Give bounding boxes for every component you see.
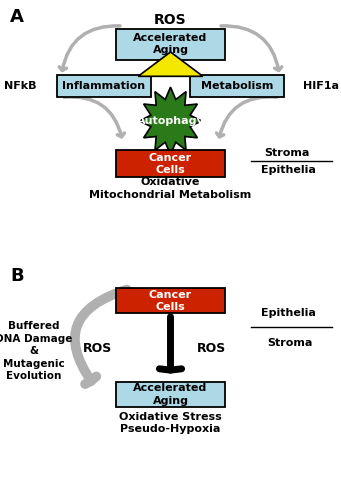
Text: Buffered
DNA Damage
&
Mutagenic
Evolution: Buffered DNA Damage & Mutagenic Evolutio… (0, 322, 73, 381)
Text: Metabolism: Metabolism (201, 81, 273, 91)
Text: A: A (10, 8, 24, 26)
Text: Stroma: Stroma (267, 338, 313, 348)
FancyBboxPatch shape (190, 74, 284, 97)
FancyBboxPatch shape (116, 150, 225, 178)
Text: Accelerated
Aging: Accelerated Aging (133, 33, 208, 56)
FancyBboxPatch shape (116, 28, 225, 60)
Text: ROS: ROS (197, 342, 226, 355)
Polygon shape (139, 87, 202, 154)
Text: Oxidative
Mitochondrial Metabolism: Oxidative Mitochondrial Metabolism (89, 178, 252, 200)
Text: ROS: ROS (154, 13, 187, 27)
Text: ROS: ROS (83, 342, 112, 355)
Text: Cancer
Cells: Cancer Cells (149, 290, 192, 312)
FancyBboxPatch shape (116, 288, 225, 314)
Text: Accelerated
Aging: Accelerated Aging (133, 383, 208, 406)
Text: Cancer
Cells: Cancer Cells (149, 152, 192, 175)
Text: Autophagy: Autophagy (137, 116, 204, 126)
Text: HIF1a: HIF1a (302, 81, 339, 91)
FancyBboxPatch shape (57, 74, 151, 97)
Text: Stroma: Stroma (264, 148, 309, 158)
Text: Epithelia: Epithelia (261, 308, 315, 318)
Text: Epithelia: Epithelia (261, 166, 315, 175)
Text: NFkB: NFkB (4, 81, 37, 91)
Text: Inflammation: Inflammation (62, 81, 146, 91)
Polygon shape (138, 52, 203, 76)
Text: Oxidative Stress
Pseudo-Hypoxia: Oxidative Stress Pseudo-Hypoxia (119, 412, 222, 434)
FancyBboxPatch shape (116, 382, 225, 407)
Text: B: B (10, 267, 24, 285)
